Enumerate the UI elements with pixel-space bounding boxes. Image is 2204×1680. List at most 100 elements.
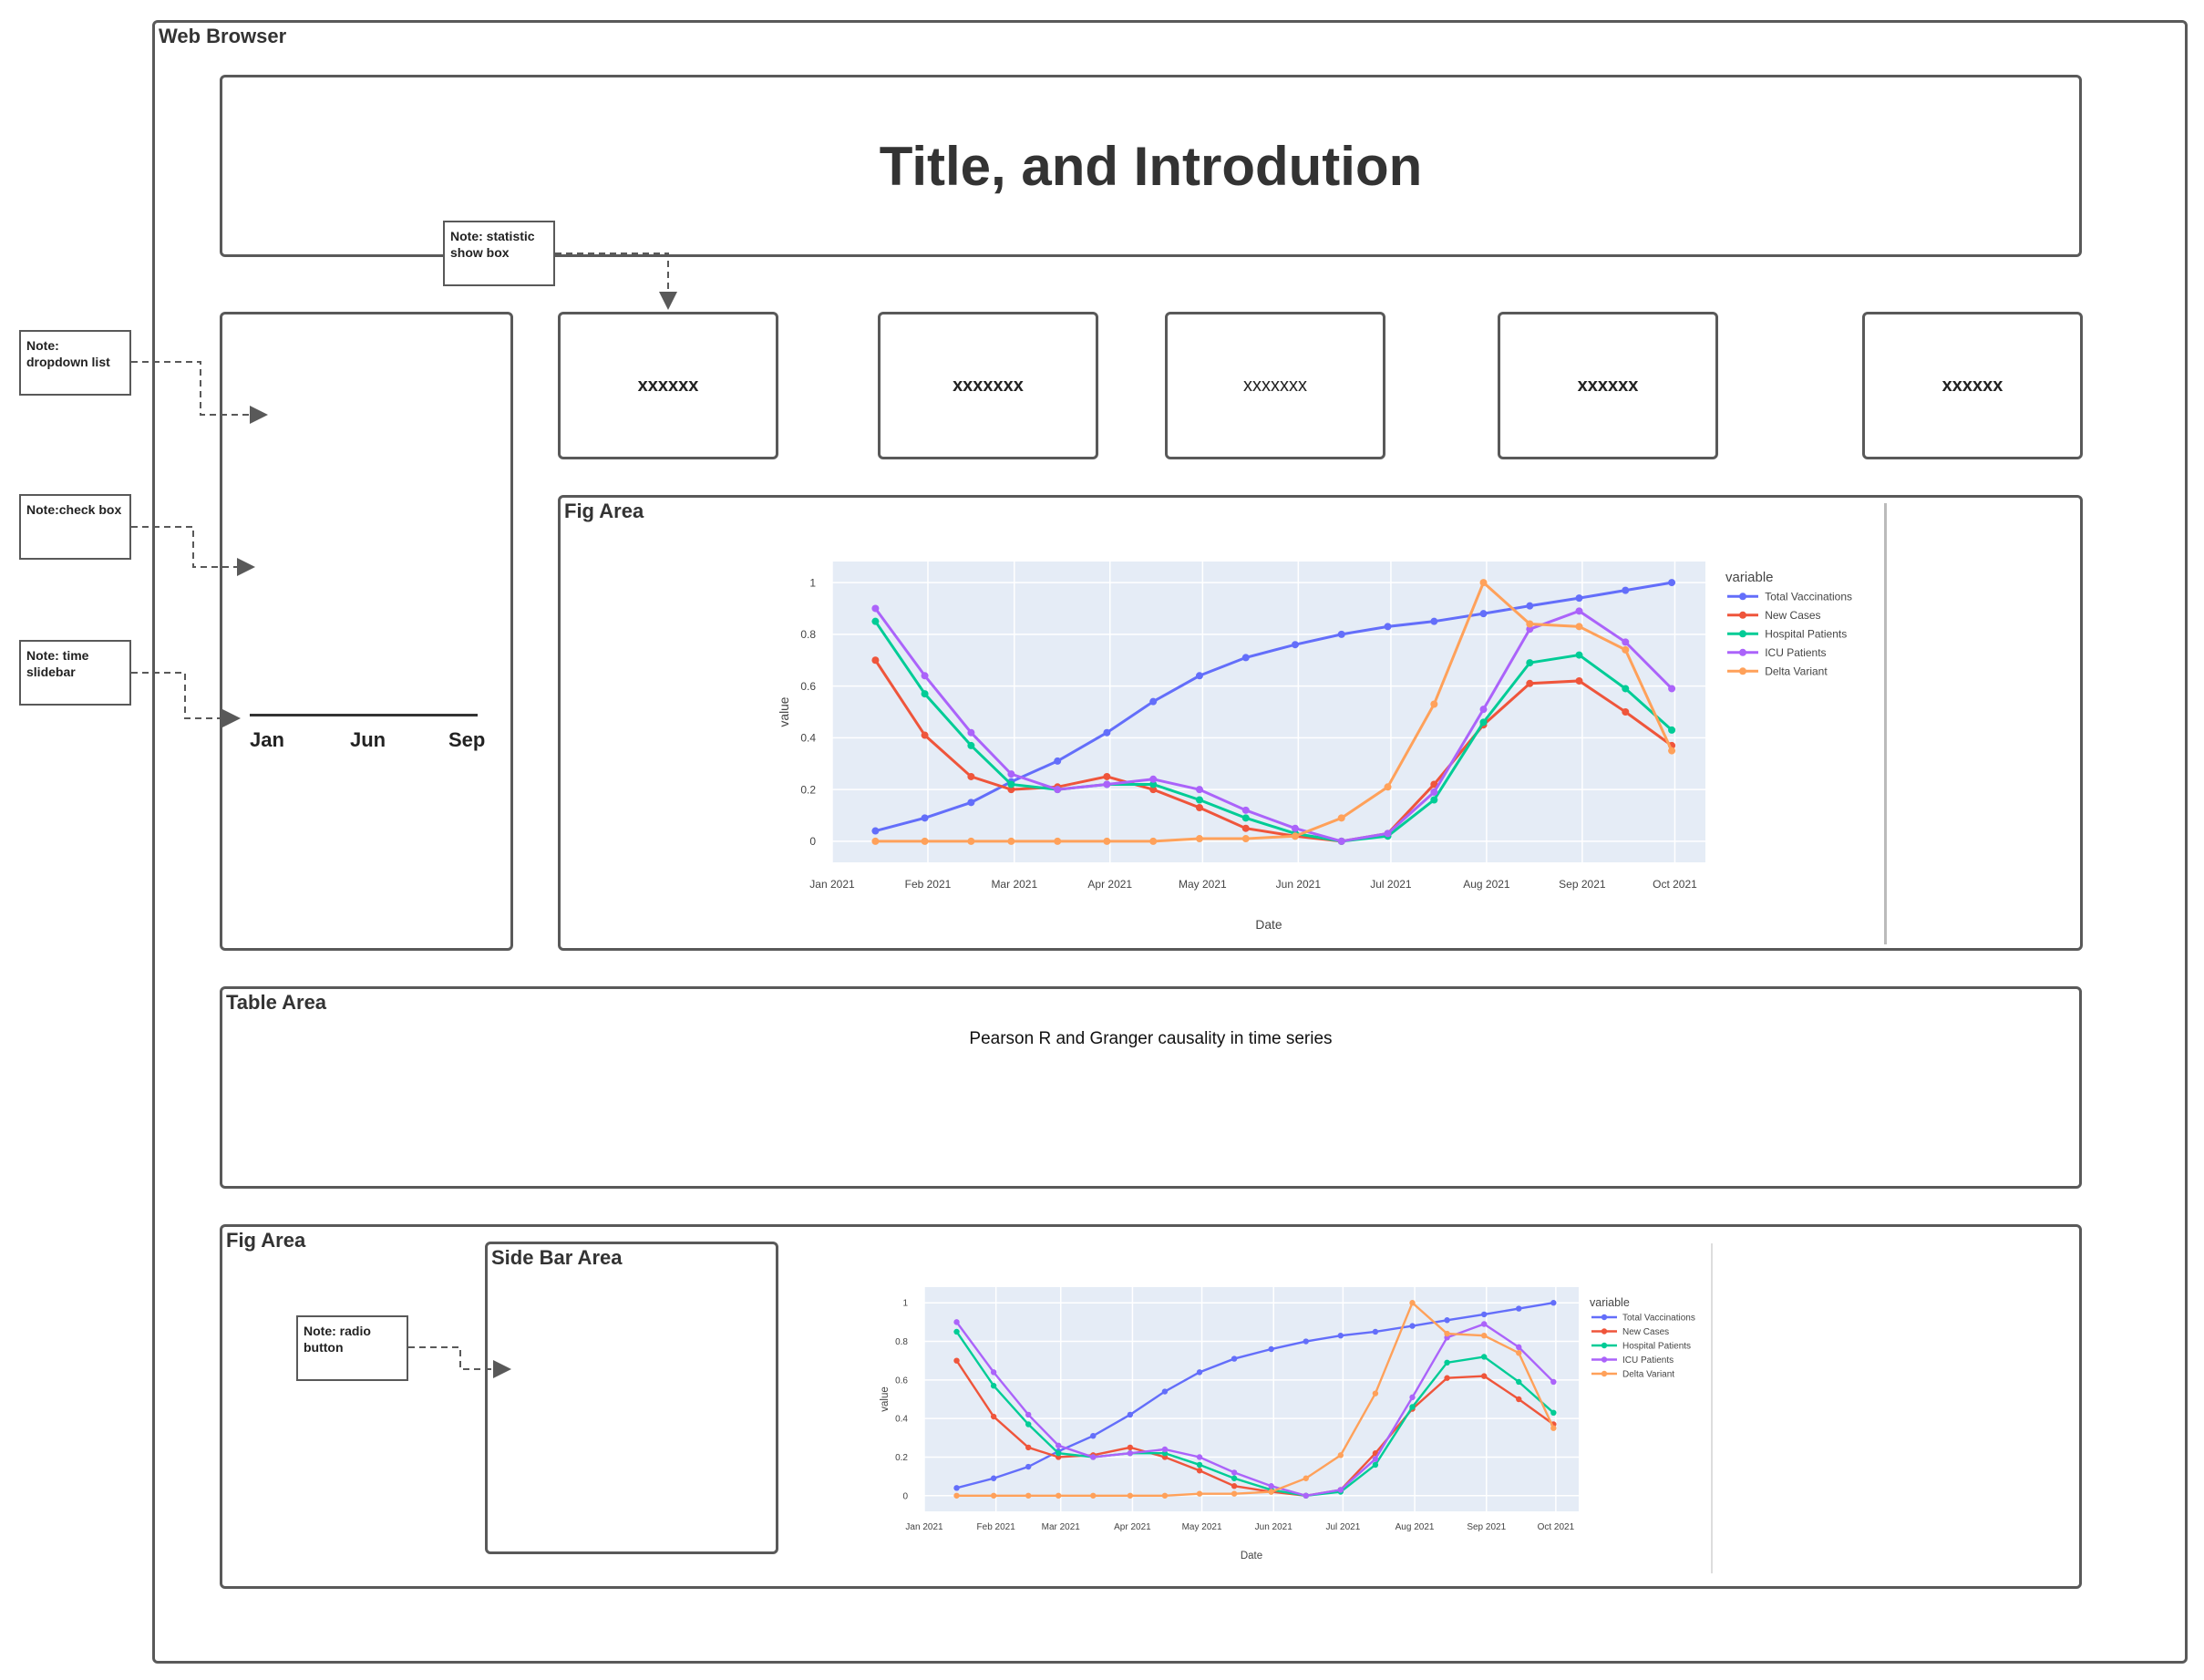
note-radio-button: Note: radio button (296, 1315, 408, 1381)
data-point (1480, 1354, 1488, 1360)
note-checkbox-text: Note:check box (26, 502, 122, 517)
data-point (953, 1357, 960, 1364)
legend-label: Hospital Patients (1622, 1342, 1691, 1352)
y-tick-label: 0.8 (895, 1337, 908, 1347)
data-point (1025, 1411, 1032, 1418)
x-tick-label: May 2021 (1182, 1522, 1222, 1532)
data-point (1384, 830, 1392, 838)
data-point (1480, 1373, 1488, 1379)
data-point (1622, 708, 1630, 716)
x-tick-label: Oct 2021 (1653, 878, 1697, 891)
side-bar-area: Side Bar Area (485, 1242, 778, 1554)
y-tick-label: 0.6 (895, 1376, 908, 1386)
legend-marker (1739, 648, 1746, 656)
plot-background (832, 562, 1705, 862)
data-point (1668, 747, 1676, 755)
data-point (1430, 796, 1438, 804)
data-point (967, 837, 975, 845)
data-point (1054, 786, 1062, 794)
data-point (1231, 1483, 1238, 1489)
chart-1: 0 0.2 0.4 0.6 0.8 1 Jan 2021 Feb 2021 Mar 2021 Ap… (778, 562, 1852, 932)
y-tick-label: 0.2 (895, 1453, 908, 1463)
data-point (1526, 625, 1534, 634)
slider-tick-jun: Jun (350, 728, 386, 751)
series-line (875, 581, 1673, 832)
fig-area-1: Fig Area 0 0.2 0.4 0.6 0.8 1 Jan 2021 Feb 2021 M… (558, 495, 2083, 951)
data-point (1231, 1469, 1238, 1476)
data-point (1479, 706, 1488, 714)
data-point (1103, 780, 1111, 788)
chart-1-frame: 0 0.2 0.4 0.6 0.8 1 Jan 2021 Feb 2021 Mar 2021 Ap… (752, 503, 1887, 944)
data-point (1575, 594, 1583, 603)
x-tick-label: May 2021 (1179, 878, 1227, 891)
data-point (1231, 1490, 1238, 1497)
data-point (871, 827, 880, 835)
series-line (875, 580, 1674, 843)
y-tick-label: 0.4 (895, 1415, 908, 1425)
legend-marker (1739, 593, 1746, 601)
data-point (1409, 1323, 1416, 1329)
stat-box-2: xxxxxxx (878, 312, 1098, 459)
series-line (955, 1360, 1555, 1497)
data-point (1231, 1475, 1238, 1481)
data-point (1090, 1432, 1097, 1439)
stat-box-3: xxxxxxx (1165, 312, 1385, 459)
y-axis-title: value (778, 696, 791, 727)
data-point (1622, 638, 1630, 646)
y-tick-label: 0.2 (800, 783, 816, 796)
table-area: Table Area Pearson R and Granger causali… (220, 986, 2082, 1189)
x-tick-label: Feb 2021 (905, 878, 952, 891)
y-tick-label: 0 (809, 835, 816, 848)
data-point (1054, 837, 1062, 845)
data-point (1409, 1404, 1416, 1410)
x-tick-label: Aug 2021 (1396, 1522, 1435, 1532)
data-point (921, 814, 929, 822)
data-point (921, 837, 929, 845)
data-point (1575, 651, 1583, 659)
stat-box-4: xxxxxx (1498, 312, 1718, 459)
data-point (1196, 1468, 1203, 1474)
data-point (1025, 1421, 1032, 1427)
note-check-box: Note:check box (19, 494, 131, 560)
legend-marker (1739, 667, 1746, 675)
slider-tick-sep: Sep (448, 728, 486, 751)
data-point (1516, 1396, 1522, 1403)
data-point (1231, 1355, 1238, 1362)
data-point (1054, 757, 1062, 765)
data-point (1196, 1454, 1203, 1460)
data-point (967, 799, 975, 807)
data-point (967, 728, 975, 737)
data-point (1007, 837, 1015, 845)
data-point (990, 1475, 997, 1481)
data-point (1149, 775, 1158, 783)
data-point (1337, 814, 1345, 822)
data-point (1479, 718, 1488, 727)
data-point (1526, 659, 1534, 667)
data-point (1007, 780, 1015, 788)
x-tick-label: Oct 2021 (1538, 1522, 1575, 1532)
data-point (1444, 1330, 1450, 1337)
data-point (1056, 1450, 1062, 1457)
data-point (1241, 654, 1250, 662)
data-point (1430, 788, 1438, 796)
data-point (1550, 1378, 1557, 1386)
data-point (1480, 1321, 1488, 1327)
data-point (1127, 1444, 1134, 1451)
time-slider-track[interactable] (250, 714, 478, 716)
y-tick-label: 0.4 (800, 732, 816, 745)
data-point (1195, 804, 1203, 812)
data-point (1444, 1317, 1450, 1324)
y-tick-label: 1 (809, 576, 816, 589)
data-point (1516, 1378, 1522, 1386)
x-tick-label: Jul 2021 (1370, 878, 1412, 891)
x-tick-label: Mar 2021 (991, 878, 1037, 891)
data-point (1479, 610, 1488, 618)
data-point (1195, 796, 1203, 804)
legend-label: ICU Patients (1765, 646, 1826, 659)
data-point (1127, 1450, 1134, 1457)
data-point (1291, 832, 1299, 840)
x-tick-label: Mar 2021 (1042, 1522, 1081, 1532)
data-point (1090, 1454, 1097, 1460)
y-axis-title: value (880, 1386, 891, 1412)
legend-title: variable (1590, 1296, 1630, 1309)
